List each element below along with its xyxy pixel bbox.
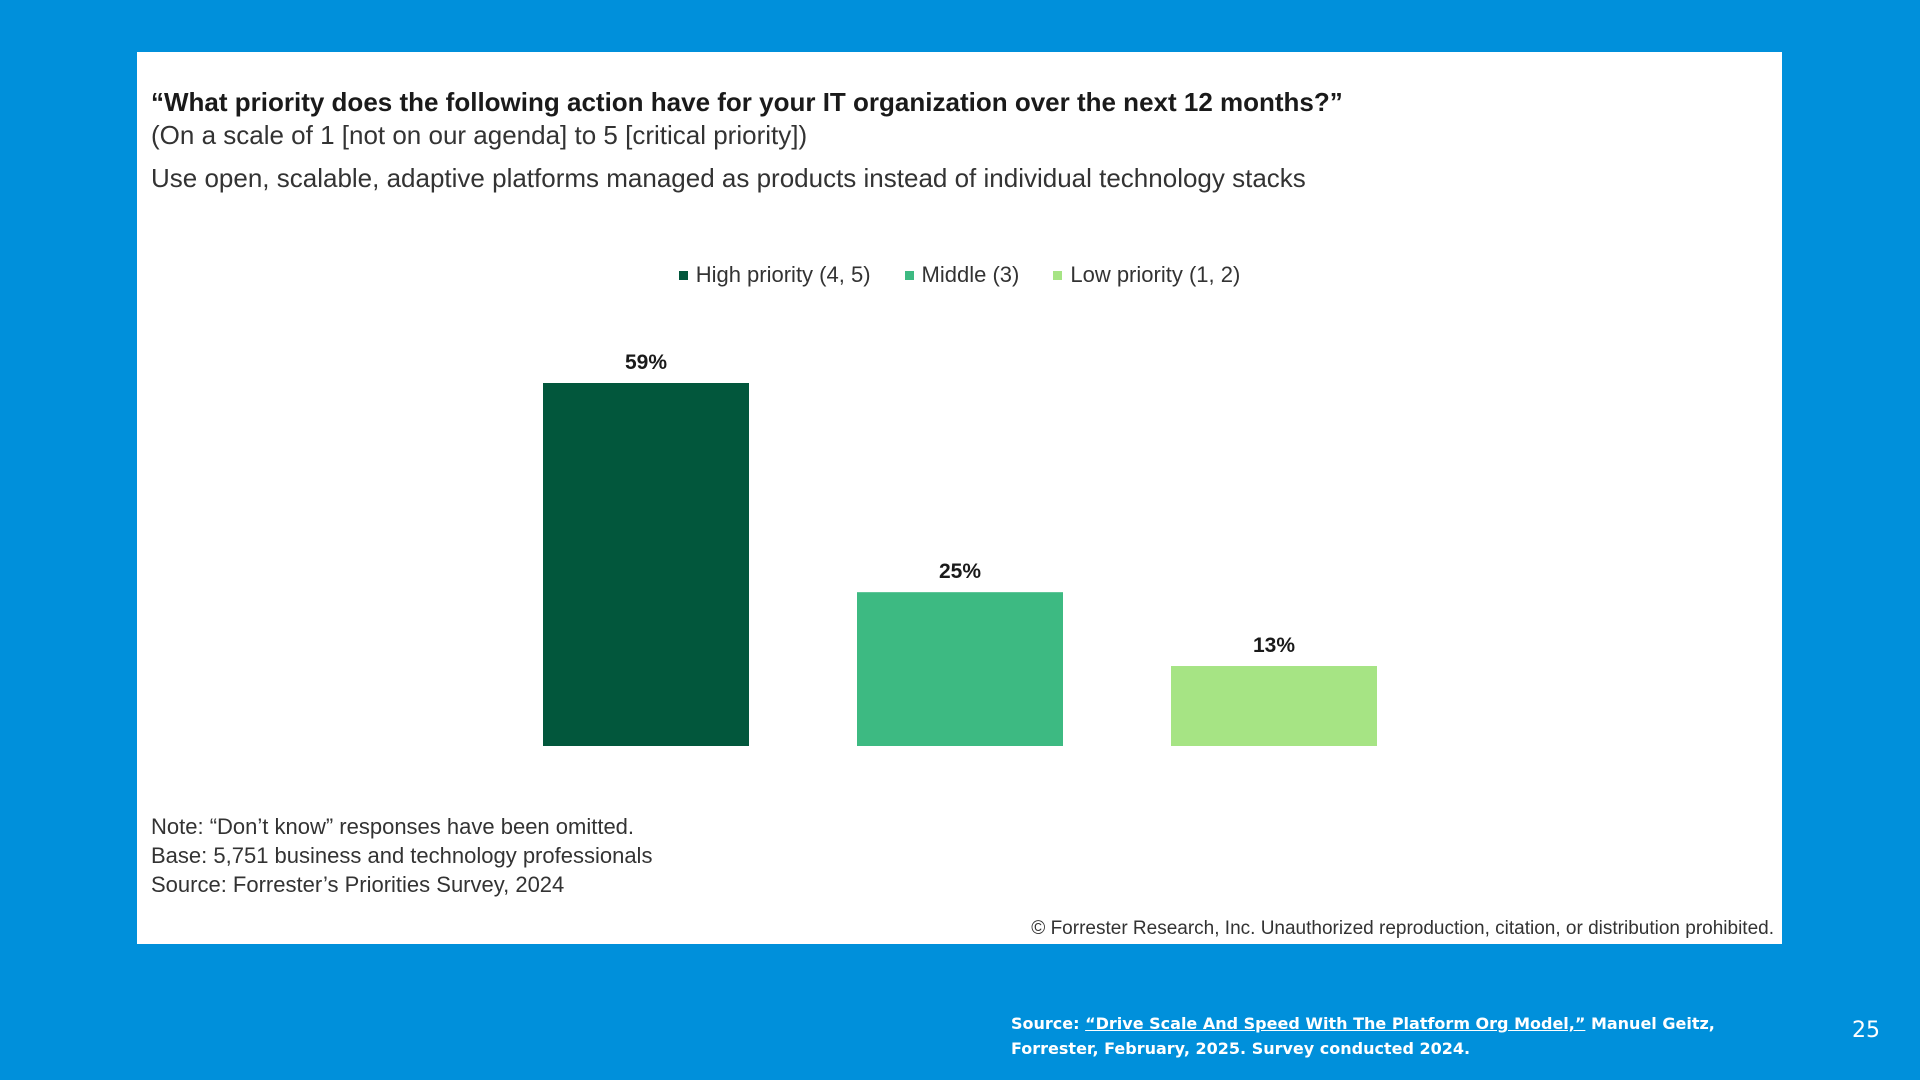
copyright-notice: © Forrester Research, Inc. Unauthorized …	[1031, 918, 1774, 939]
bar-label-middle: 25%	[939, 560, 981, 583]
legend-label-high: High priority (4, 5)	[695, 262, 871, 287]
legend-label-middle: Middle (3)	[921, 262, 1020, 287]
source-suffix: Manuel Geitz, Forrester, February, 2025.…	[1011, 1014, 1715, 1058]
source-link[interactable]: “Drive Scale And Speed With The Platform…	[1085, 1014, 1586, 1033]
bar-label-high: 59%	[625, 351, 667, 374]
note-text: Note: “Don’t know” responses have been o…	[151, 814, 635, 839]
chart-card: “What priority does the following action…	[137, 52, 1782, 944]
source-text: Source: Forrester’s Priorities Survey, 2…	[151, 872, 565, 897]
legend-swatch-high	[678, 270, 688, 280]
chart-footnotes: Note: “Don’t know” responses have been o…	[151, 812, 652, 899]
legend-item-middle: Middle (3)	[904, 262, 1020, 288]
chart-title: “What priority does the following action…	[151, 87, 1343, 117]
slide-source: Source: “Drive Scale And Speed With The …	[1011, 1011, 1791, 1061]
bar-high	[543, 383, 749, 746]
bar-label-low: 13%	[1253, 634, 1295, 657]
legend-item-low: Low priority (1, 2)	[1053, 262, 1240, 288]
chart-action-subtitle: Use open, scalable, adaptive platforms m…	[151, 163, 1306, 193]
chart-legend: High priority (4, 5) Middle (3) Low prio…	[137, 262, 1782, 288]
legend-swatch-middle	[904, 270, 914, 280]
bar-chart: 59% 25% 13%	[543, 351, 1377, 746]
source-prefix: Source:	[1011, 1014, 1086, 1033]
legend-item-high: High priority (4, 5)	[678, 262, 871, 288]
bar-middle	[857, 592, 1063, 746]
legend-swatch-low	[1053, 270, 1063, 280]
chart-scale-subtitle: (On a scale of 1 [not on our agenda] to …	[151, 120, 808, 150]
page-number: 25	[1852, 1018, 1880, 1043]
legend-label-low: Low priority (1, 2)	[1070, 262, 1241, 287]
bar-low	[1171, 666, 1377, 746]
base-text: Base: 5,751 business and technology prof…	[151, 843, 653, 868]
